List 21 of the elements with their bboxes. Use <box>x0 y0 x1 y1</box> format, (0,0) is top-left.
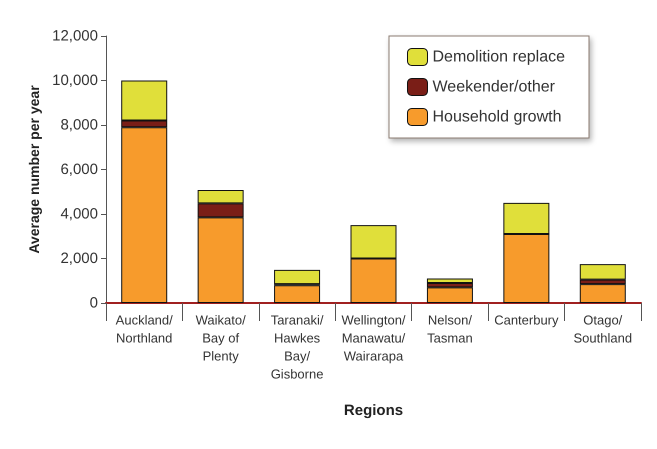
y-axis-title: Average number per year <box>26 84 42 254</box>
x-tick-label: Otago/ Southland <box>574 312 632 346</box>
x-tick-label: Waikato/ Bay of Plenty <box>196 312 246 364</box>
y-tick-label: 10,000 <box>52 72 98 89</box>
y-tick-label: 4,000 <box>60 206 98 222</box>
x-tick-label: Wellington/ Manawatu/ Wairarapa <box>341 312 406 364</box>
x-tick-label: Taranaki/ Hawkes Bay/ Gisborne <box>270 312 324 382</box>
y-tick-label: 2,000 <box>60 250 98 267</box>
bar <box>426 287 473 303</box>
x-axis-title: Regions <box>344 402 404 419</box>
x-tick-label: Auckland/ Northland <box>116 312 174 346</box>
y-tick-label: 8,000 <box>60 116 98 134</box>
x-tick-label: Canterbury <box>494 312 560 328</box>
y-tick-label: 6,000 <box>60 161 98 178</box>
y-tick-label: 0 <box>90 294 98 312</box>
y-tick-label: 12,000 <box>52 28 98 44</box>
legend-label: Weekender/other <box>432 78 556 96</box>
legend-label: Demolition replace <box>432 48 566 66</box>
x-tick-label: Nelson/ Tasman <box>427 312 473 346</box>
bar <box>580 264 626 280</box>
legend-label: Household growth <box>432 108 562 126</box>
